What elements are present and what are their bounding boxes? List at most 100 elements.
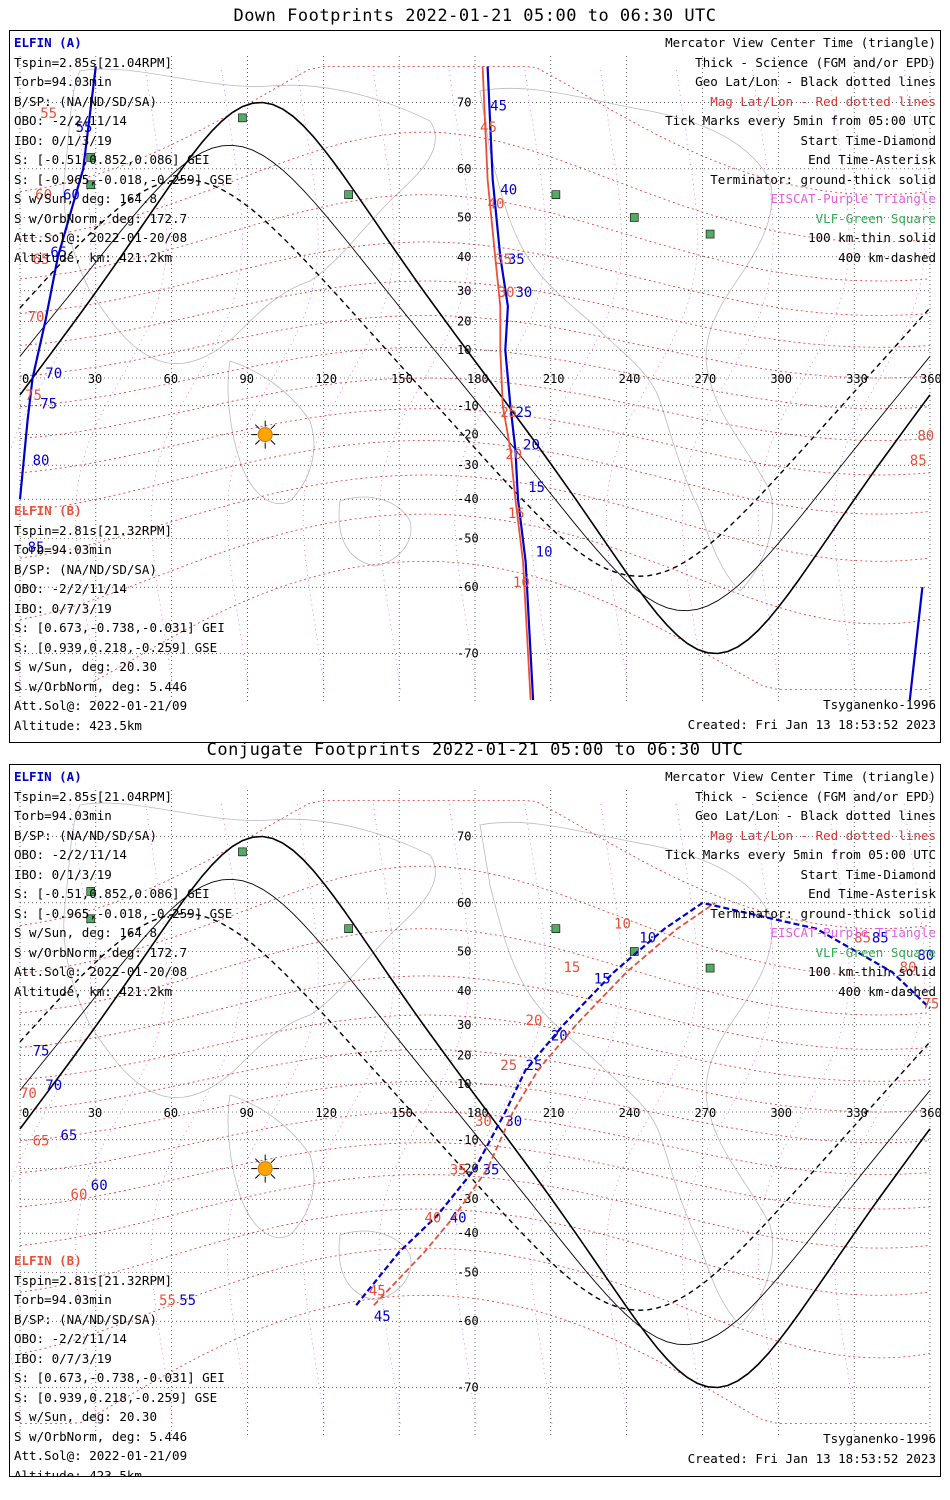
mag-longitude-line bbox=[681, 800, 774, 1424]
mag-latitude-line bbox=[19, 1111, 931, 1175]
elfin-b-line: S w/OrbNorm, deg: 5.446 bbox=[14, 678, 188, 694]
mag-latitude-line bbox=[19, 513, 931, 625]
lon-tick-label: 330 bbox=[846, 1106, 868, 1120]
track-tick-label: 65 bbox=[33, 1134, 50, 1150]
elfin-a-line: IBO: 0/1/3/19 bbox=[14, 132, 112, 148]
lon-tick-label: 60 bbox=[164, 1106, 178, 1120]
track-tick-label: 75 bbox=[40, 397, 57, 413]
legend-entry: Tick Marks every 5min from 05:00 UTC bbox=[665, 847, 936, 862]
down-panel-title: Down Footprints 2022-01-21 05:00 to 06:3… bbox=[233, 6, 717, 26]
track-tick-label: 20 bbox=[526, 1013, 543, 1029]
mag-latitude-line bbox=[19, 1049, 931, 1113]
elfin-b-line: B/SP: (NA/ND/SD/SA) bbox=[14, 1311, 157, 1327]
lat-tick-label: 10 bbox=[457, 1077, 471, 1091]
legend-entry: 400 km-dashed bbox=[838, 983, 936, 999]
lon-tick-label: 0 bbox=[22, 372, 29, 386]
legend-entry: Mercator View Center Time (triangle) bbox=[665, 769, 936, 784]
vlf-site-marker bbox=[344, 190, 353, 199]
elfin-b-line: S: [0.939,0.218,-0.259] GSE bbox=[14, 639, 218, 655]
legend-entry: Terminator: ground-thick solid bbox=[710, 905, 936, 921]
mag-longitude-line bbox=[151, 800, 243, 1424]
legend-entry: End Time-Asterisk bbox=[808, 152, 936, 167]
elfin-a-line: Torb=94.03min bbox=[14, 808, 112, 823]
elfin-a-line: OBO: -2/2/11/14 bbox=[14, 113, 127, 128]
elfin-b-line: Att.Sol@: 2022-01-21/09 bbox=[14, 1448, 188, 1463]
lon-tick-label: 300 bbox=[770, 1106, 792, 1120]
track-tick-label: 25 bbox=[515, 405, 532, 421]
legend-entry: VLF-Green Square bbox=[815, 944, 936, 960]
sun-icon bbox=[251, 1154, 280, 1183]
track-tick-label: 45 bbox=[490, 98, 507, 114]
mag-latitude-line bbox=[20, 1294, 930, 1424]
elfin-a-line: Torb=94.03min bbox=[14, 74, 112, 89]
lon-tick-label: 240 bbox=[619, 1106, 641, 1120]
elfin-a-line: S w/OrbNorm, deg: 172.7 bbox=[14, 210, 188, 226]
mag-latitude-line bbox=[19, 928, 931, 1016]
mag-latitude-line bbox=[20, 560, 930, 690]
lon-tick-label: 120 bbox=[315, 372, 337, 386]
track-tick-label: 70 bbox=[45, 1078, 62, 1094]
sun-ray bbox=[270, 424, 276, 430]
vlf-site-marker bbox=[86, 180, 96, 190]
legend-entry: Thick - Science (FGM and/or EPD) bbox=[695, 54, 936, 70]
vlf-site-marker bbox=[551, 190, 561, 199]
down-footer: Tsyganenko-1996 Created: Fri Jan 13 18:5… bbox=[688, 695, 936, 734]
sun-disk bbox=[257, 1161, 273, 1177]
lat-tick-label: 10 bbox=[457, 343, 471, 357]
track-tick-label: 25 bbox=[500, 405, 517, 421]
elfin-b-line: OBO: -2/2/11/14 bbox=[14, 1331, 127, 1346]
track-tick-label: 60 bbox=[35, 187, 52, 203]
track-tick-label: 10 bbox=[513, 575, 530, 591]
mag-longitude-line bbox=[757, 800, 850, 1424]
elfin-b-line: Torb=94.03min bbox=[14, 542, 112, 557]
vlf-site-marker bbox=[238, 113, 247, 123]
terminator bbox=[19, 101, 931, 655]
conjugate-footprints-panel: 0 30 60 90 120 150 180 210 240 270 300 330 360 70 60 50… bbox=[9, 764, 941, 1477]
elfin-b-line: Torb=94.03min bbox=[14, 1292, 112, 1307]
lat-tick-label: -30 bbox=[457, 1192, 479, 1206]
track-tick-label: 60 bbox=[63, 187, 80, 203]
lon-tick-label: 270 bbox=[695, 1106, 717, 1120]
mag-grid bbox=[10, 800, 931, 1424]
track-tick-label: 10 bbox=[614, 917, 631, 933]
track-tick-label: 45 bbox=[374, 1309, 391, 1325]
lat-tick-label: -60 bbox=[457, 1314, 479, 1328]
mag-longitude-line bbox=[151, 66, 243, 690]
elfin-a-line: B/SP: (NA/ND/SD/SA) bbox=[14, 93, 157, 109]
track-tick-label: 75 bbox=[922, 996, 939, 1012]
legend-entry: Geo Lat/Lon - Black dotted lines bbox=[695, 808, 936, 823]
sun-ray bbox=[270, 1173, 276, 1179]
elfin-a-line: B/SP: (NA/ND/SD/SA) bbox=[14, 827, 157, 843]
elfin-b-line: Tspin=2.81s[21.32RPM] bbox=[14, 522, 173, 538]
lat-tick-label: -40 bbox=[457, 1226, 479, 1240]
elfin-b-name: ELFIN (B) bbox=[14, 1253, 82, 1268]
elfin-a-line: S: [-0.51,0.852,0.086] GEI bbox=[14, 152, 210, 167]
mag-longitude-line bbox=[75, 800, 167, 1424]
mag-longitude-line bbox=[757, 66, 850, 690]
elfin-b-line: S w/OrbNorm, deg: 5.446 bbox=[14, 1428, 188, 1444]
mag-longitude-line bbox=[606, 66, 698, 690]
lat-tick-label: -10 bbox=[457, 399, 479, 413]
track-tick-label: 60 bbox=[91, 1178, 108, 1194]
created-timestamp: Created: Fri Jan 13 18:53:52 2023 bbox=[687, 716, 936, 732]
legend-entry: 100 km-thin solid bbox=[808, 230, 936, 245]
legend-entry: Tick Marks every 5min from 05:00 UTC bbox=[665, 113, 936, 128]
terminator-400km bbox=[19, 178, 931, 578]
elfin-b-name: ELFIN (B) bbox=[14, 503, 82, 518]
track-line bbox=[486, 66, 535, 701]
track-tick-label: 85 bbox=[28, 540, 45, 556]
lon-tick-label: 30 bbox=[88, 372, 102, 386]
lat-tick-label: 60 bbox=[457, 162, 471, 176]
lat-tick-label: 70 bbox=[457, 95, 471, 109]
legend-entry: Start Time-Diamond bbox=[800, 866, 936, 882]
elfin-a-line: S: [-0.965,-0.018,-0.259] GSE bbox=[14, 171, 233, 187]
sun-ray bbox=[270, 1158, 276, 1164]
track-tick-label: 55 bbox=[76, 120, 93, 136]
terminator bbox=[19, 835, 931, 1389]
track-tick-label: 70 bbox=[28, 309, 45, 325]
elfin-a-line: S: [-0.965,-0.018,-0.259] GSE bbox=[14, 905, 233, 921]
axis-labels: 0 30 60 90 120 150 180 210 240 270 300 330 360 70 60 50… bbox=[22, 829, 940, 1394]
elfin-b-line: S: [0.673,-0.738,-0.031] GEI bbox=[14, 620, 225, 635]
lat-tick-label: 30 bbox=[457, 1018, 471, 1032]
